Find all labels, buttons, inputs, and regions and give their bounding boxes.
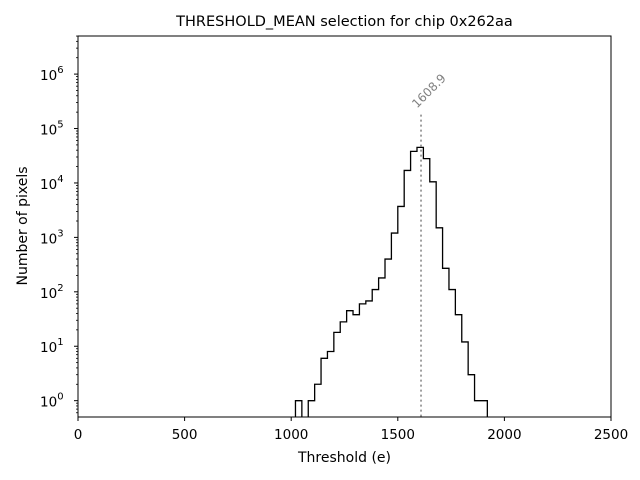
y-tick-exponent: 5 bbox=[57, 120, 63, 131]
x-tick-label: 1500 bbox=[381, 427, 415, 443]
histogram-outline bbox=[294, 146, 488, 417]
y-tick-exponent: 6 bbox=[57, 65, 63, 76]
histogram-bin bbox=[475, 401, 481, 417]
y-tick-base: 10 bbox=[40, 286, 57, 302]
axes-frame bbox=[77, 35, 612, 418]
histogram-bin bbox=[443, 268, 449, 417]
histogram-bin bbox=[481, 401, 487, 417]
histogram-bin bbox=[462, 342, 468, 417]
histogram-bin bbox=[327, 352, 333, 417]
y-tick-base: 10 bbox=[40, 123, 57, 139]
histogram-bin bbox=[340, 322, 346, 417]
histogram-bin bbox=[308, 401, 314, 417]
histogram-bin bbox=[372, 290, 378, 417]
x-tick-label: 500 bbox=[172, 427, 198, 443]
y-tick-exponent: 4 bbox=[57, 174, 63, 185]
histogram-bin bbox=[436, 228, 442, 417]
histogram-bin bbox=[398, 206, 404, 417]
chart-title: THRESHOLD_MEAN selection for chip 0x262a… bbox=[175, 14, 513, 30]
histogram-bin bbox=[379, 278, 385, 417]
histogram-bin bbox=[315, 384, 321, 417]
histogram-bin bbox=[347, 311, 353, 417]
y-tick-base: 10 bbox=[40, 340, 57, 356]
histogram-bin bbox=[295, 401, 301, 417]
y-tick-exponent: 2 bbox=[57, 283, 63, 294]
histogram-bin bbox=[353, 315, 359, 417]
y-tick-exponent: 1 bbox=[57, 337, 63, 348]
x-tick-label: 0 bbox=[74, 427, 83, 443]
histogram-bin bbox=[385, 259, 391, 417]
y-tick-base: 10 bbox=[40, 68, 57, 84]
histogram-bin bbox=[359, 304, 365, 417]
x-tick-label: 2000 bbox=[487, 427, 521, 443]
y-tick-label: 104 bbox=[40, 174, 64, 193]
y-tick-base: 10 bbox=[40, 177, 57, 193]
histogram-bin bbox=[468, 375, 474, 417]
y-tick-label: 102 bbox=[40, 283, 64, 302]
histogram-bin bbox=[430, 182, 436, 417]
x-tick-label: 2500 bbox=[594, 427, 628, 443]
histogram-bin bbox=[334, 332, 340, 417]
y-tick-label: 105 bbox=[40, 120, 64, 139]
histogram-bin bbox=[366, 301, 372, 417]
y-tick-base: 10 bbox=[40, 395, 57, 411]
histogram-bin bbox=[423, 159, 429, 417]
y-tick-label: 101 bbox=[40, 337, 64, 356]
histogram-bin bbox=[417, 147, 423, 417]
histogram-bin bbox=[455, 315, 461, 417]
y-tick-label: 100 bbox=[40, 392, 64, 411]
y-tick-label: 106 bbox=[40, 65, 64, 84]
y-tick-label: 103 bbox=[40, 228, 64, 247]
histogram-bin bbox=[391, 233, 397, 417]
histogram-bin bbox=[404, 170, 410, 417]
y-tick-exponent: 3 bbox=[57, 228, 63, 239]
y-axis-label: Number of pixels bbox=[15, 166, 31, 285]
histogram-bin bbox=[321, 358, 327, 417]
y-tick-base: 10 bbox=[40, 231, 57, 247]
histogram-bin bbox=[449, 290, 455, 417]
y-tick-exponent: 0 bbox=[57, 392, 63, 403]
x-axis-label: Threshold (e) bbox=[297, 450, 391, 466]
histogram-bin bbox=[411, 151, 417, 417]
x-tick-label: 1000 bbox=[274, 427, 308, 443]
